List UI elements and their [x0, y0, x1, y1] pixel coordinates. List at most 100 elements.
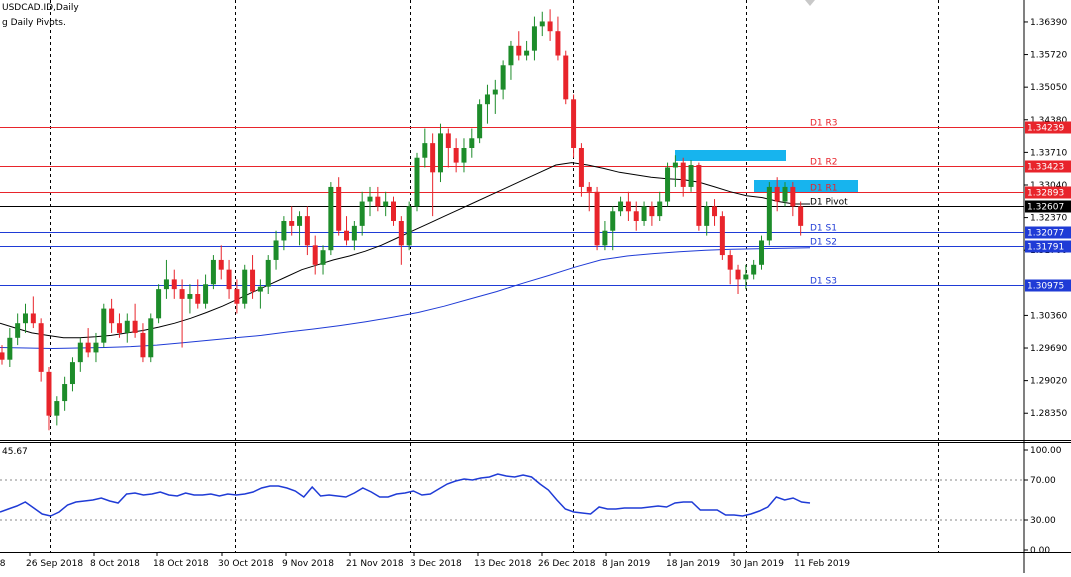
- oscillator-tick-label: 100.00: [1030, 446, 1062, 456]
- candle-body: [500, 65, 506, 90]
- candle-body: [336, 186, 342, 231]
- candle-body: [625, 201, 631, 212]
- candle-body: [712, 206, 718, 217]
- candle-body: [203, 284, 209, 304]
- candle-body: [281, 221, 287, 241]
- date-tick-label: 13 Dec 2018: [474, 559, 532, 569]
- oscillator-line: [0, 473, 811, 517]
- candle-body: [555, 31, 561, 56]
- date-tick-label: 21 Nov 2018: [346, 559, 404, 569]
- candle-body: [359, 201, 365, 226]
- candle-body: [0, 352, 5, 360]
- candle-body: [242, 269, 248, 304]
- candle-body: [422, 143, 428, 158]
- candle-body: [571, 99, 577, 148]
- candle-body: [602, 230, 608, 246]
- candle-body: [665, 167, 671, 202]
- candle-body: [751, 264, 757, 275]
- chart-title: USDCAD.ID,Daily: [2, 3, 79, 13]
- candle-body: [163, 279, 169, 290]
- candle-body: [62, 384, 68, 402]
- candle-body: [69, 362, 75, 385]
- candle-body: [406, 206, 412, 246]
- candle-body: [680, 162, 686, 187]
- candle-body: [171, 279, 177, 290]
- candle-body: [375, 196, 381, 207]
- date-tick-label: 9 Nov 2018: [282, 559, 334, 569]
- pivot-label: D1 Pivot: [810, 198, 848, 208]
- pivot-label: D1 S2: [810, 238, 837, 248]
- date-tick-label: 11 Feb 2019: [794, 559, 850, 569]
- candle-body: [398, 221, 404, 246]
- candle-body: [218, 259, 224, 270]
- resistance-zone: [754, 180, 858, 193]
- candle-body: [531, 26, 537, 51]
- candle-body: [101, 308, 107, 343]
- price-tag-bg: [1025, 160, 1071, 173]
- pivot-label: D1 R2: [810, 158, 838, 168]
- resistance-zone: [675, 150, 786, 161]
- price-tick-label: 1.28350: [1030, 409, 1067, 419]
- candle-body: [156, 289, 162, 319]
- oscillator-value-label: 45.67: [2, 447, 28, 457]
- candle-body: [524, 50, 530, 56]
- candle-body: [304, 216, 310, 246]
- candle-body: [484, 94, 490, 105]
- candle-body: [93, 342, 99, 353]
- candle-body: [289, 221, 295, 226]
- candle-body: [759, 240, 765, 265]
- candle-body: [148, 318, 154, 358]
- date-tick-label: 18 Oct 2018: [153, 559, 209, 569]
- candle-body: [132, 320, 138, 333]
- pivot-label: D1 S3: [810, 277, 837, 287]
- moving-average-fast: [0, 162, 810, 339]
- candle-body: [351, 225, 357, 241]
- price-tag-label: 1.32607: [1027, 203, 1064, 213]
- candle-body: [492, 89, 498, 95]
- candle-body: [657, 201, 663, 217]
- date-tick-label: 26 Sep 2018: [26, 559, 83, 569]
- candle-body: [469, 138, 475, 148]
- candle-body: [430, 143, 436, 173]
- candle-body: [594, 191, 600, 246]
- candle-body: [265, 259, 271, 287]
- candle-body: [77, 342, 83, 363]
- candle-body: [547, 21, 553, 32]
- candle-body: [618, 201, 624, 212]
- price-tick-label: 1.35720: [1030, 51, 1067, 61]
- price-tag-label: 1.32077: [1027, 229, 1064, 239]
- candle-body: [688, 165, 694, 187]
- price-tag-label: 1.30975: [1027, 282, 1064, 292]
- pivot-label: D1 S1: [810, 224, 837, 234]
- candle-body: [578, 148, 584, 187]
- price-tag-label: 1.34239: [1027, 124, 1064, 134]
- price-tag-bg: [1025, 121, 1071, 134]
- price-tag-bg: [1025, 240, 1071, 253]
- candle-body: [477, 104, 483, 139]
- candle-body: [210, 259, 216, 285]
- candle-body: [798, 206, 804, 226]
- candle-body: [30, 313, 36, 324]
- oscillator-tick-label: 70.00: [1030, 476, 1056, 486]
- price-tick-label: 1.35050: [1030, 83, 1067, 93]
- candle-body: [38, 323, 44, 372]
- price-tick-label: 1.29020: [1030, 377, 1067, 387]
- candle-body: [586, 186, 592, 192]
- candle-body: [383, 201, 389, 207]
- candle-body: [273, 240, 279, 260]
- price-tick-label: 1.33040: [1030, 181, 1067, 191]
- pivot-label: D1 R3: [810, 119, 838, 129]
- candle-body: [195, 294, 201, 304]
- price-tag-bg: [1025, 200, 1071, 213]
- candle-body: [116, 323, 122, 333]
- candle-body: [297, 216, 303, 226]
- price-tick-label: 1.36390: [1030, 18, 1067, 28]
- date-tick-label: 8 Jan 2019: [602, 559, 650, 569]
- candle-body: [790, 186, 796, 207]
- price-tag-label: 1.31791: [1027, 243, 1064, 253]
- price-tick-label: 1.30360: [1030, 311, 1067, 321]
- candle-body: [22, 313, 28, 324]
- candle-body: [414, 157, 420, 207]
